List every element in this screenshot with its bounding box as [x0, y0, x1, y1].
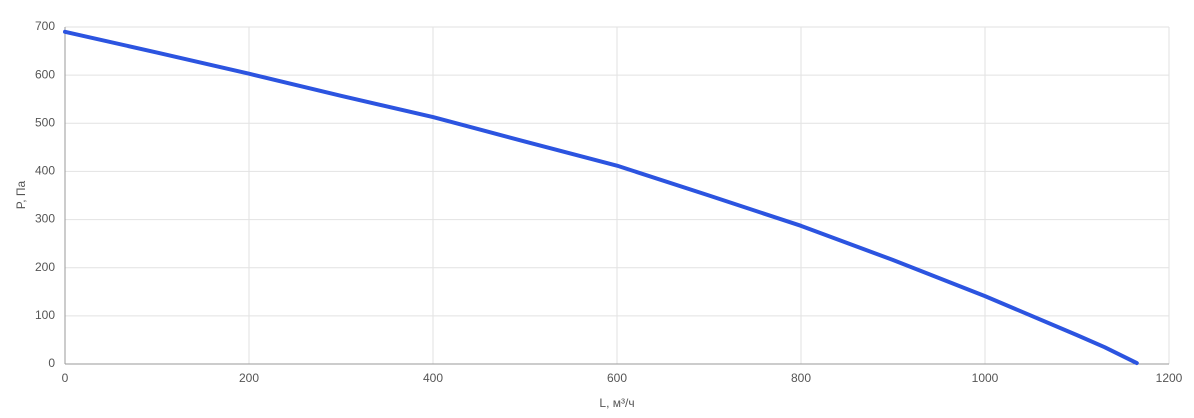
y-tick-label: 100: [35, 308, 55, 322]
x-tick-label: 400: [423, 371, 443, 385]
y-tick-label: 200: [35, 260, 55, 274]
x-tick-label: 200: [239, 371, 259, 385]
curve: [63, 29, 1139, 366]
y-tick-label: 500: [35, 115, 55, 129]
y-tick-label: 300: [35, 212, 55, 226]
y-tick-label: 400: [35, 164, 55, 178]
x-tick-label: 1000: [972, 371, 999, 385]
y-tick-label: 600: [35, 67, 55, 81]
y-tick-label: 0: [48, 356, 55, 370]
x-tick-label: 800: [791, 371, 811, 385]
y-axis-label: P, Па: [14, 180, 28, 209]
x-axis-label: L, м³/ч: [599, 396, 634, 410]
x-tick-label: 0: [62, 371, 69, 385]
y-tick-label: 700: [35, 19, 55, 33]
x-tick-label: 1200: [1156, 371, 1183, 385]
x-tick-label: 600: [607, 371, 627, 385]
